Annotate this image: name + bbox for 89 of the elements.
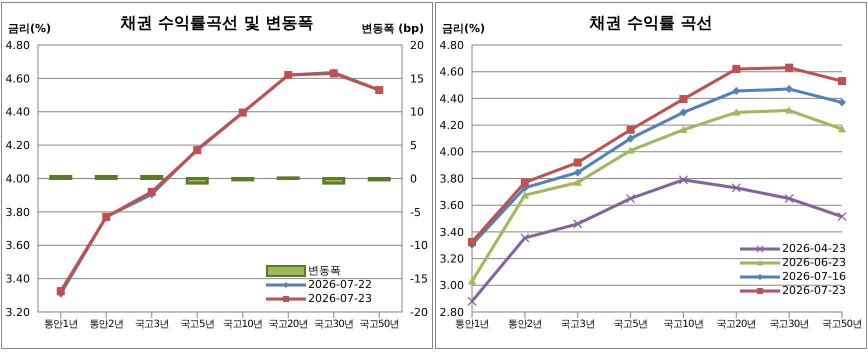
x-tick-label: 통안2년 [89,319,124,330]
point [520,178,529,187]
x-tick-label: 통안1년 [455,319,489,330]
y2-tick-label: -20 [410,306,428,319]
x-tick-label: 국고5년 [180,319,214,330]
y-tick-label: 3.60 [440,199,464,212]
y-tick-label: 3.20 [440,252,464,266]
y-tick-label: 4.40 [440,92,464,106]
point [520,191,529,198]
x-tick-label: 국고3년 [560,319,595,330]
legend-label: 2026-04-23 [782,242,846,256]
y-tick-label: 3.00 [440,279,464,292]
point [574,168,582,176]
y2-tick-label: 0 [410,172,417,186]
y-axis-title: 금리(%) [8,21,52,36]
y2-tick-label: -5 [410,206,421,219]
point [838,125,846,132]
y2-tick-label: 20 [410,38,424,52]
point [626,134,635,142]
point [679,95,688,104]
x-tick-label: 국고20년 [268,319,308,330]
point [679,108,688,116]
y-tick-label: 4.60 [6,72,30,86]
point [784,194,794,204]
point [732,65,740,74]
point [732,87,740,96]
y-tick-label: 3.60 [6,239,30,252]
y2-tick-label: 15 [410,72,424,86]
y-tick-label: 4.00 [440,146,464,159]
y-tick-label: 4.20 [6,139,30,152]
y-tick-label: 4.00 [6,172,30,186]
point [56,287,65,296]
y-tick-label: 4.60 [440,66,464,79]
y-tick-label: 2.80 [440,306,464,319]
legend-label: 2026-07-16 [782,270,846,284]
point [468,238,476,246]
x-tick-label: 국고30년 [314,319,354,330]
y2-tick-label: 5 [410,139,417,152]
point [838,77,846,86]
point [837,212,847,222]
x-tick-label: 통안1년 [44,319,78,330]
x-tick-label: 국고50년 [822,319,862,330]
point [626,194,636,204]
x-tick-label: 국고5년 [614,319,648,330]
y-tick-label: 3.80 [440,172,464,186]
point [573,219,582,228]
point [574,178,582,186]
x-tick-label: 국고20년 [716,319,756,330]
point [678,175,688,184]
point [732,108,740,116]
y-tick-label: 4.20 [440,119,464,132]
point [785,106,794,114]
point [838,98,846,106]
y2-axis-title: 변동폭 (bp) [361,21,424,36]
chart-title: 채권 수익률곡선 및 변동폭 [120,13,314,32]
y-tick-label: 3.20 [6,306,30,319]
point [520,233,530,243]
y-axis-title: 금리(%) [442,21,486,36]
point [785,85,794,94]
legend-label: 변동폭 [308,264,342,278]
y-tick-label: 3.40 [6,272,30,286]
point [626,126,635,134]
legend-label: 2026-06-23 [782,256,846,270]
y-tick-label: 4.80 [440,38,464,52]
point [574,158,582,166]
y2-tick-label: 10 [410,106,424,119]
y2-tick-label: -15 [410,272,428,286]
legend-label: 2026-07-22 [308,278,372,292]
point [148,188,156,196]
point [467,296,477,306]
x-tick-label: 국고30년 [769,319,810,330]
x-tick-label: 국고50년 [359,319,400,330]
x-tick-label: 통안2년 [508,319,542,330]
y-tick-label: 3.40 [440,226,464,239]
x-tick-label: 국고3년 [134,319,169,330]
y-tick-label: 4.40 [6,106,30,119]
y2-tick-label: -10 [410,239,428,252]
x-tick-label: 국고10년 [664,319,704,330]
legend-label: 2026-07-23 [782,284,846,298]
chart-title: 채권 수익률 곡선 [589,13,713,32]
x-tick-label: 국고10년 [222,319,263,330]
legend-label: 2026-07-23 [308,292,372,306]
point [468,277,476,284]
y-tick-label: 4.80 [6,38,30,52]
point [626,146,635,154]
point [785,64,794,72]
point [679,126,688,133]
y-tick-label: 3.80 [6,206,30,219]
point [732,183,741,192]
